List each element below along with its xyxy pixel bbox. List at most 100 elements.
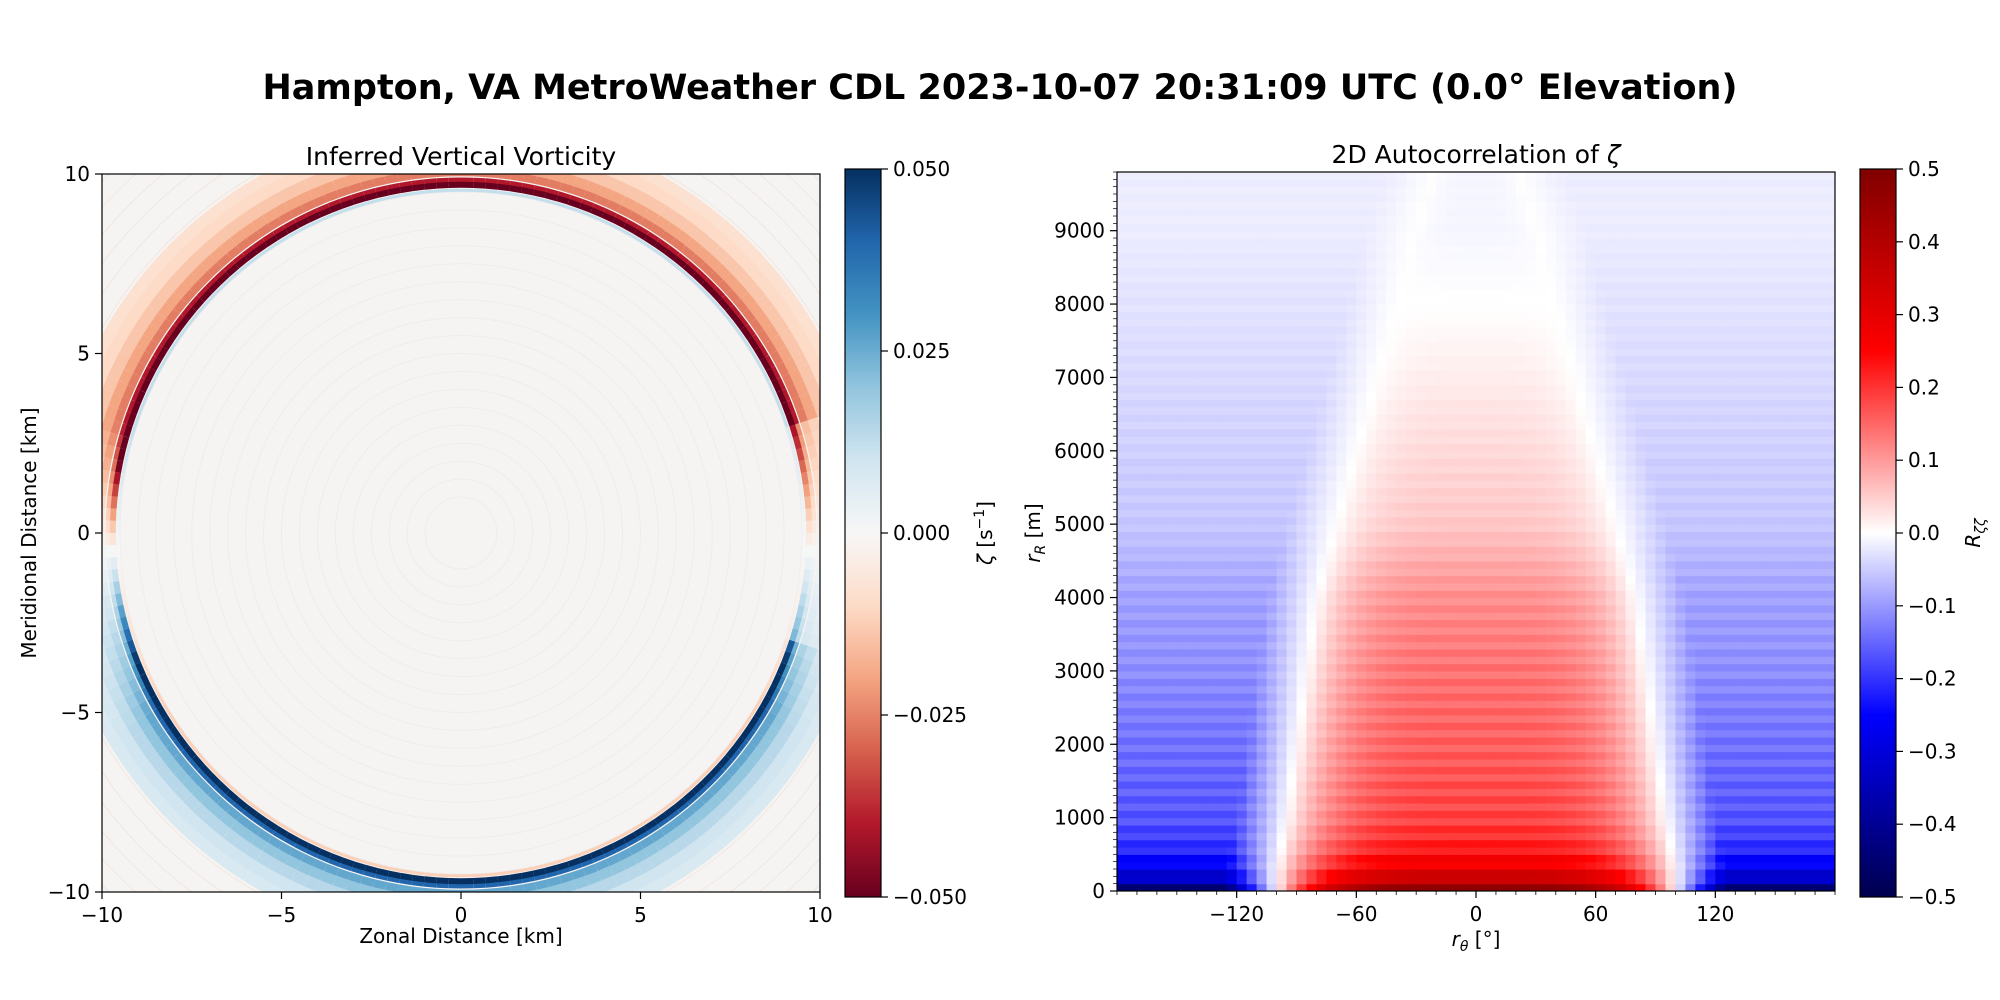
autocorrelation-cell <box>1485 648 1497 657</box>
autocorrelation-cell <box>1326 560 1337 569</box>
vorticity-colorbar <box>845 169 881 897</box>
vorticity-halo-segment <box>787 741 809 763</box>
autocorrelation-cell <box>1575 656 1587 665</box>
autocorrelation-cell <box>1765 839 1776 848</box>
autocorrelation-cell <box>1505 883 1517 891</box>
autocorrelation-cell <box>1366 663 1377 672</box>
autocorrelation-cell <box>1565 861 1577 870</box>
autocorrelation-cell <box>1166 729 1178 738</box>
autocorrelation-cell <box>1495 868 1507 877</box>
autocorrelation-cell <box>1446 868 1457 877</box>
autocorrelation-cell <box>1515 883 1527 891</box>
autocorrelation-cell <box>1436 634 1447 643</box>
autocorrelation-cell <box>1216 648 1228 657</box>
vorticity-halo-segment <box>795 729 817 751</box>
autocorrelation-cell <box>1505 707 1517 716</box>
autocorrelation-cell <box>1166 648 1178 657</box>
vorticity-halo-segment <box>625 185 643 203</box>
autocorrelation-cell <box>1416 780 1427 789</box>
autocorrelation-cell <box>1166 685 1178 694</box>
autocorrelation-cell <box>1306 780 1318 789</box>
autocorrelation-cell <box>1485 678 1497 687</box>
vorticity-halo-segment <box>488 912 501 913</box>
vorticity-halo-segment <box>803 673 820 691</box>
autocorrelation-cell <box>1735 714 1746 723</box>
autocorrelation-cell <box>1785 612 1796 621</box>
autocorrelation-cell <box>1326 678 1337 687</box>
autocorrelation-cell <box>1795 736 1806 745</box>
autocorrelation-cell <box>1695 846 1706 855</box>
autocorrelation-cell <box>1515 707 1527 716</box>
autocorrelation-cell <box>1136 707 1148 716</box>
autocorrelation-cell <box>1306 553 1318 562</box>
autocorrelation-cell <box>1745 795 1756 804</box>
autocorrelation-cell <box>1745 817 1756 826</box>
vorticity-halo-segment <box>81 560 82 573</box>
autocorrelation-cell <box>1146 744 1158 753</box>
autocorrelation-cell <box>1166 722 1178 731</box>
autocorrelation-cell <box>1466 839 1477 848</box>
autocorrelation-cell <box>1555 824 1567 833</box>
vorticity-halo-segment <box>748 302 765 319</box>
autocorrelation-cell <box>1825 744 1835 753</box>
vorticity-halo-segment <box>576 884 592 892</box>
autocorrelation-cell <box>1206 766 1218 775</box>
autocorrelation-cell <box>1585 729 1597 738</box>
autocorrelation-cell <box>1745 707 1756 716</box>
autocorrelation-cell <box>1725 641 1736 650</box>
autocorrelation-cell <box>1505 634 1517 643</box>
autocorrelation-cell <box>1136 729 1148 738</box>
autocorrelation-cell <box>1655 854 1667 863</box>
autocorrelation-cell <box>1605 604 1617 613</box>
vorticity-ring-outer-segment <box>214 784 228 798</box>
autocorrelation-cell <box>1316 795 1328 804</box>
autocorrelation-cell <box>1176 780 1188 789</box>
autocorrelation-cell <box>1236 824 1248 833</box>
vorticity-halo-segment <box>116 725 136 745</box>
vorticity-halo-segment <box>324 863 340 876</box>
autocorrelation-cell <box>1296 729 1308 738</box>
autocorrelation-cell <box>1416 802 1427 811</box>
autocorrelation-cell <box>1196 854 1208 863</box>
autocorrelation-cell <box>1406 568 1417 577</box>
autocorrelation-cell <box>1316 700 1328 709</box>
vorticity-halo-segment <box>71 560 72 574</box>
autocorrelation-cell <box>1436 868 1447 877</box>
vorticity-halo-segment <box>599 906 612 911</box>
autocorrelation-cell <box>1575 714 1587 723</box>
autocorrelation-cell <box>1206 861 1218 870</box>
autocorrelation-cell <box>1476 876 1487 885</box>
autocorrelation-cell <box>1515 685 1527 694</box>
vorticity-ring-segment <box>264 235 279 247</box>
autocorrelation-cell <box>1535 832 1547 841</box>
vorticity-halo-segment <box>261 865 281 885</box>
autocorrelation-cell <box>1705 626 1716 635</box>
autocorrelation-cell <box>1735 634 1746 643</box>
vorticity-halo-segment <box>776 345 792 362</box>
vorticity-halo-segment <box>113 741 135 763</box>
autocorrelation-cell <box>1176 810 1188 819</box>
autocorrelation-cell <box>1436 839 1447 848</box>
autocorrelation-cell <box>1206 634 1218 643</box>
vorticity-halo-segment <box>812 676 820 693</box>
autocorrelation-cell <box>1625 766 1637 775</box>
autocorrelation-cell <box>1196 824 1208 833</box>
autocorrelation-cell <box>1286 736 1298 745</box>
autocorrelation-cell <box>1126 868 1138 877</box>
vorticity-ring-segment <box>244 805 259 818</box>
autocorrelation-cell <box>1635 876 1647 885</box>
autocorrelation-cell <box>1256 854 1268 863</box>
autocorrelation-cell <box>1595 612 1607 621</box>
autocorrelation-cell <box>1117 590 1128 599</box>
vorticity-ring-inner-segment <box>189 311 200 323</box>
vorticity-ring-segment <box>673 256 687 269</box>
autocorrelation-cell <box>1146 788 1158 797</box>
autocorrelation-cell <box>1665 883 1677 891</box>
autocorrelation-cell <box>1655 795 1667 804</box>
autocorrelation-cell <box>1825 751 1835 760</box>
autocorrelation-cell <box>1246 839 1258 848</box>
autocorrelation-cell <box>1306 795 1318 804</box>
autocorrelation-cell <box>1735 582 1746 591</box>
autocorrelation-cell <box>1276 795 1288 804</box>
autocorrelation-cell <box>1725 758 1736 767</box>
